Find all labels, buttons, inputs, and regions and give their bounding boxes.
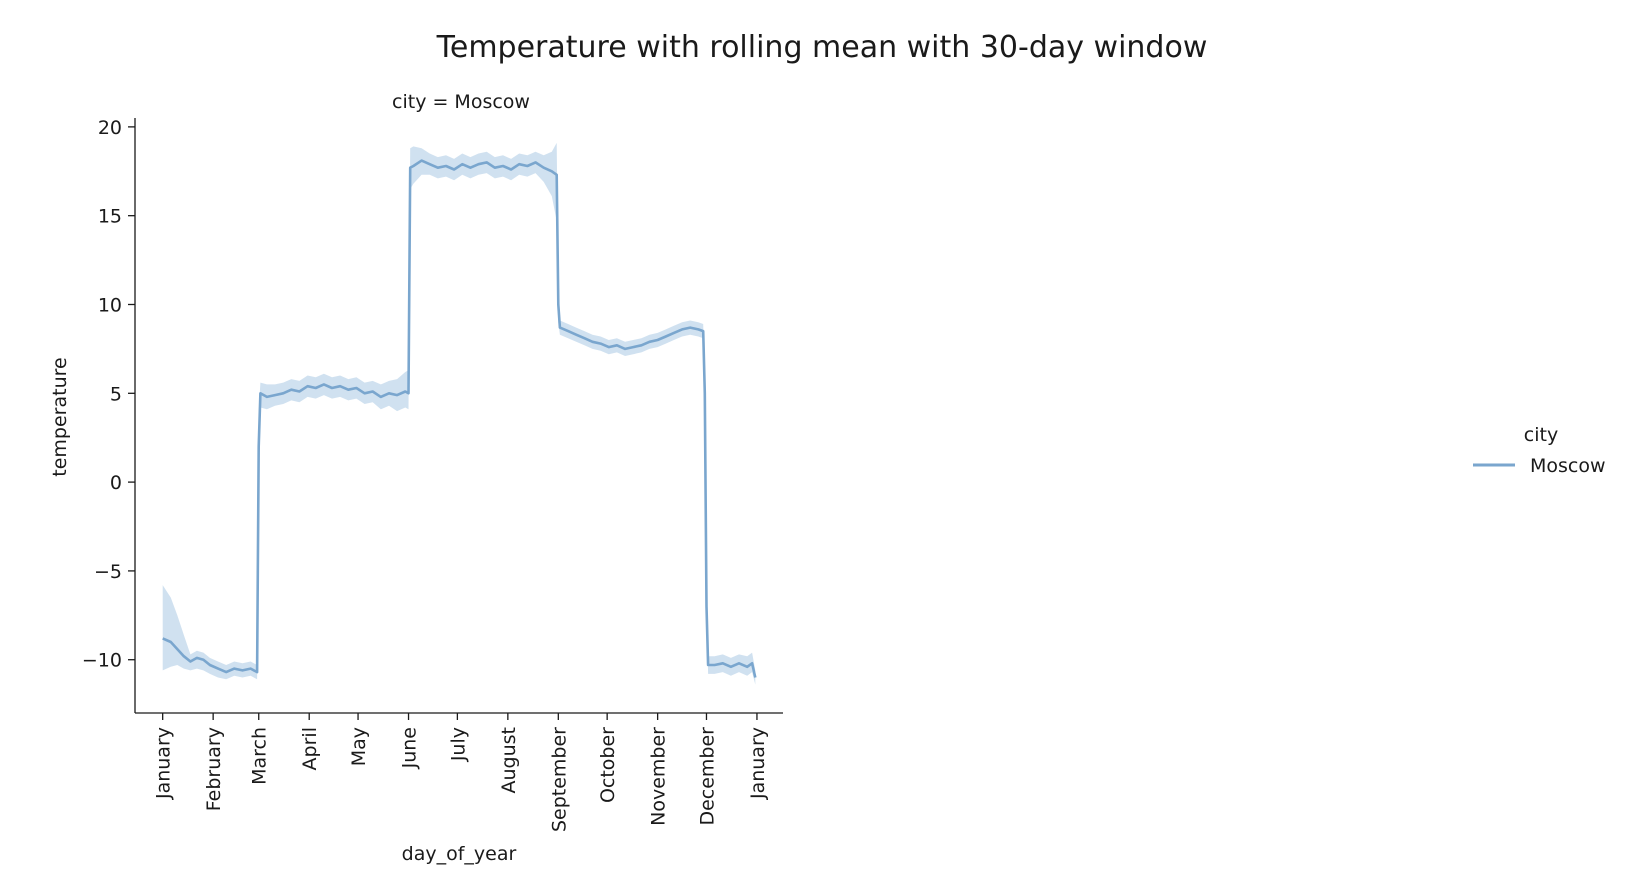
y-axis-ticks: −10 −5 0 5 10 15 20 [82,117,135,672]
x-tick-label: January [747,727,769,800]
legend: city Moscow [1473,424,1606,477]
x-tick-label: October [597,727,619,803]
y-tick-label: −10 [82,650,122,672]
x-tick-label: March [249,727,271,785]
legend-title: city [1524,424,1558,446]
y-tick-label: 20 [98,117,122,139]
plot-area [162,142,757,685]
x-tick-label: September [548,727,570,832]
x-tick-label: May [348,727,370,766]
chart-title: Temperature with rolling mean with 30-da… [436,30,1208,65]
x-tick-label: December [697,727,719,826]
x-tick-label: February [203,727,225,811]
y-tick-label: 10 [98,294,122,316]
facet-title: city = Moscow [392,91,530,113]
x-tick-label: April [299,727,321,770]
x-tick-label: June [399,727,421,769]
x-tick-label: July [447,727,469,762]
x-tick-label: November [648,727,670,826]
x-tick-label: January [153,727,175,800]
y-tick-label: 15 [98,206,122,228]
x-axis-ticks: January February March April May June July Augu… [153,713,769,832]
y-tick-label: −5 [94,561,122,583]
legend-entry-moscow: Moscow [1530,455,1606,477]
y-tick-label: 0 [110,472,122,494]
y-tick-label: 5 [110,383,122,405]
x-axis-label: day_of_year [402,843,517,865]
y-axis-label: temperature [49,357,71,476]
series-line-moscow [162,159,757,678]
confidence-band [162,142,756,685]
x-tick-label: August [498,727,520,794]
